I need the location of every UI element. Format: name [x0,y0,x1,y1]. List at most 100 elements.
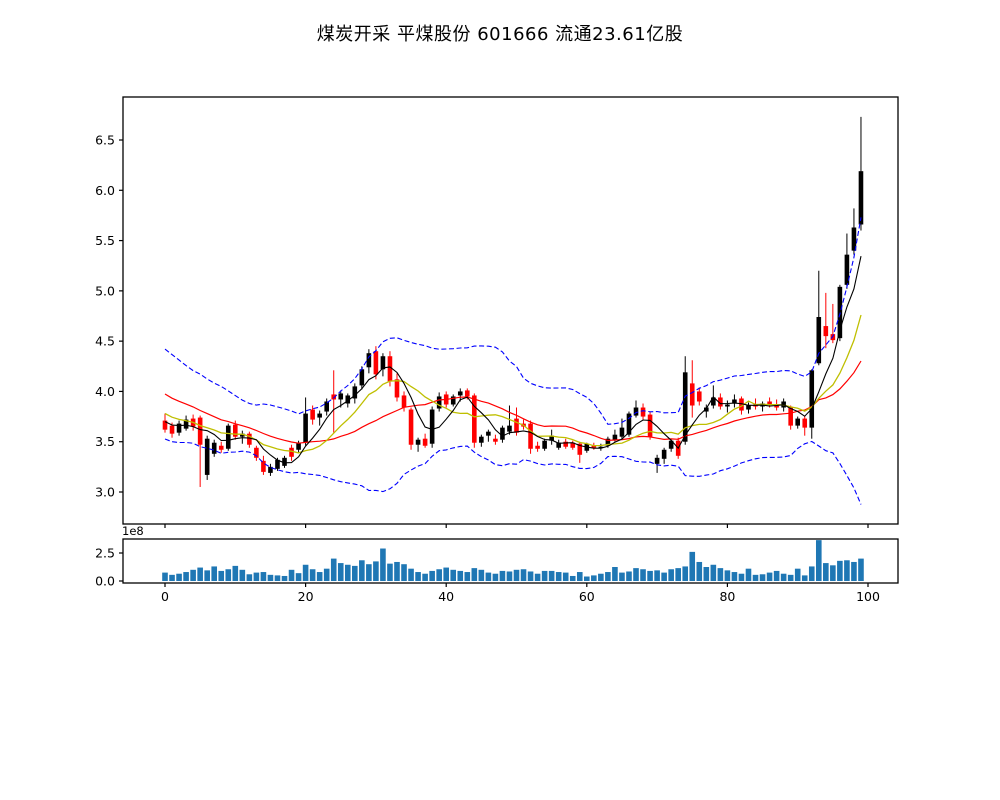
candle-down [788,407,793,426]
volume-bar [239,569,246,581]
volume-bar [302,564,309,581]
candle-down [373,351,379,375]
candle-down [247,433,252,445]
candle-up [633,407,639,416]
volume-bar [675,568,681,581]
candle-down [689,383,695,406]
volume-bar [415,572,421,581]
candle-up [176,423,182,433]
x-tick-label: 20 [298,589,314,604]
volume-bar [766,572,773,581]
volume-bar [359,560,365,581]
volume-bar [344,564,351,581]
volume-bar [759,574,766,581]
candle-up [556,442,561,448]
candle-down [408,409,414,445]
volume-bar [450,569,457,581]
x-tick-label: 100 [856,589,880,604]
volume-bar [316,572,323,581]
candle-down [310,409,315,420]
chart-title: 煤炭开采 平煤股份 601666 流通23.61亿股 [316,24,684,45]
candle-up [704,407,709,412]
candle-up [204,438,210,475]
volume-bar [752,574,759,581]
volume-bar [633,568,639,581]
main-plot-border [122,96,899,525]
volume-bar [499,570,506,581]
volume-bar [823,563,829,581]
volume-bar [471,568,478,581]
volume-bar [373,561,379,581]
volume-bar [218,570,225,581]
volume-bars-layer [162,540,864,581]
candle-down [640,407,646,417]
volume-scale-offset-label: 1e8 [122,524,144,538]
candle-down [591,445,597,448]
y-tick-label: 6.5 [95,133,115,148]
volume-bar [605,572,611,581]
volume-bar [197,567,203,581]
volume-bar [668,569,674,581]
volume-bar [337,563,344,581]
volume-bar [626,571,632,581]
volume-bar [253,572,260,581]
volume-bar [619,572,625,581]
volume-bar [366,564,372,581]
volume-bar [443,567,449,581]
volume-bar [815,540,822,581]
volume-bar [457,570,464,581]
volume-bar [731,572,738,581]
volume-bar [408,568,414,581]
candle-up [500,427,505,440]
volume-bar [506,571,513,581]
volume-bar [492,573,499,581]
volume-bar [569,575,576,581]
candle-up [211,442,217,454]
candle-up [359,369,365,386]
volume-bar [576,572,583,581]
candle-down [218,445,224,450]
candle-down [422,438,428,446]
volume-bar [330,558,337,581]
volume-bar [422,573,428,581]
volume-bar [640,569,646,581]
volume-bar [267,574,274,581]
candle-down [387,356,393,382]
candle-up [795,418,800,426]
candle-up [317,413,322,418]
volume-bar [387,563,393,581]
ma5-line [164,255,862,464]
candle-down [514,418,519,433]
candle-down [162,420,168,430]
candle-up [282,457,287,466]
volume-bar [513,569,520,581]
volume-bar [682,566,689,581]
volume-bar [696,561,703,581]
volume-bar [661,572,667,581]
candle-up [183,419,189,429]
y-tick-label: 5.0 [95,283,115,298]
candle-up [296,442,301,450]
volume-bar [183,572,189,581]
y-tick-label: 5.5 [95,233,115,248]
candle-up [429,409,435,444]
volume-bar [478,569,485,581]
volume-bar [323,568,330,581]
volume-bar [295,573,302,581]
candle-up [275,459,280,469]
volume-bar [591,575,597,581]
volume-plot-border [122,538,899,584]
volume-bar [773,570,780,581]
candles-layer [162,116,864,487]
volume-bar [394,561,400,581]
candle-up [225,425,231,449]
candle-up [324,401,329,412]
candle-up [711,397,716,406]
volume-bar [738,573,745,581]
candle-up [457,391,463,396]
candle-down [254,447,259,458]
bollinger-bands-layer [164,217,862,505]
volume-bar [612,567,618,581]
candle-up [809,370,815,428]
volume-bar [246,574,253,581]
